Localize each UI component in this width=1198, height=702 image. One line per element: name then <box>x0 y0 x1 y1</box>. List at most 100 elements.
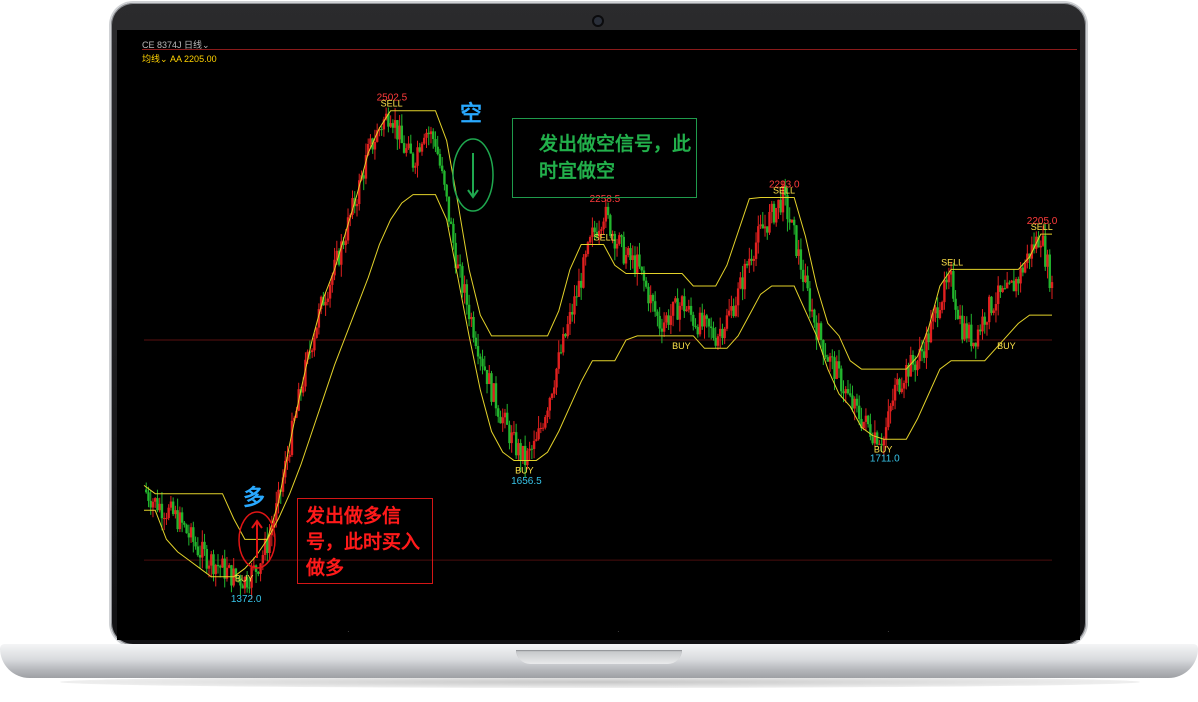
candle-body <box>445 184 448 197</box>
candle-body <box>636 254 639 274</box>
candle-body <box>1008 282 1011 284</box>
extreme-price-label: 2258.5 <box>590 194 621 205</box>
candle-body <box>461 266 464 293</box>
candle-body <box>212 554 215 575</box>
candle-body <box>1050 282 1054 289</box>
candle-body <box>999 285 1002 292</box>
candle-body <box>555 368 558 388</box>
candle-body <box>514 432 518 456</box>
candle-body <box>745 263 749 266</box>
candle-body <box>826 357 830 362</box>
candle-body <box>902 382 906 389</box>
x-tick-label: · <box>347 627 350 636</box>
candle-body <box>723 328 726 339</box>
candle-body <box>369 138 372 145</box>
candle-body <box>512 432 516 434</box>
candle-body <box>994 303 998 311</box>
candle-body <box>571 312 574 315</box>
candle-body <box>927 333 930 343</box>
candle-body <box>420 143 424 152</box>
candle-body <box>1017 278 1020 284</box>
candle-body <box>754 242 758 259</box>
candle-body <box>846 389 850 394</box>
candle-body <box>705 315 708 319</box>
candle-body <box>288 455 291 457</box>
candle-body <box>494 383 498 409</box>
candle-body <box>203 541 206 550</box>
candle-body <box>216 564 220 567</box>
candle-body <box>772 203 776 223</box>
candle-body <box>766 226 769 233</box>
candle-body <box>396 120 399 140</box>
candle-body <box>718 328 722 337</box>
candle-body <box>943 279 946 303</box>
candle-body <box>465 284 469 305</box>
candle-body <box>940 302 944 311</box>
candle-body <box>936 307 939 318</box>
candle-body <box>1012 280 1016 292</box>
camera-icon <box>594 17 602 25</box>
candle-body <box>763 226 767 229</box>
candle-body <box>954 298 957 310</box>
candle-body <box>400 125 404 144</box>
candle-body <box>727 310 731 316</box>
candle-body <box>983 316 986 325</box>
x-tick-label: · <box>617 627 620 636</box>
candle-body <box>615 243 619 249</box>
candle-body <box>698 312 702 335</box>
candle-body <box>931 313 935 322</box>
candle-body <box>965 323 969 339</box>
candle-body <box>624 254 628 264</box>
candle-body <box>676 298 679 320</box>
candle-body <box>918 348 921 362</box>
candle-body <box>447 196 451 222</box>
candle-body <box>985 322 989 325</box>
candle-body <box>508 424 511 444</box>
indicator-readout[interactable]: 均线⌄ AA 2205.00 <box>142 54 217 64</box>
candle-body <box>828 356 832 362</box>
candle-body <box>979 329 982 332</box>
candle-body <box>227 565 231 568</box>
candle-body <box>434 138 437 147</box>
candle-body <box>517 443 520 456</box>
candle-body <box>449 221 453 224</box>
candle-body <box>151 501 155 508</box>
candle-body <box>795 225 798 256</box>
candle-body <box>176 510 179 530</box>
extreme-price-label: 2205.0 <box>1027 216 1058 227</box>
candle-body <box>662 322 666 332</box>
candle-body <box>479 356 482 359</box>
candle-body <box>810 309 814 312</box>
candle-body <box>458 264 462 267</box>
candle-body <box>833 357 836 379</box>
candle-body <box>548 397 551 411</box>
symbol-period-selector[interactable]: CE 8374J 日线⌄ <box>142 40 210 50</box>
candle-body <box>559 352 563 354</box>
candle-body <box>530 448 534 450</box>
candle-body <box>790 219 794 223</box>
candle-body <box>259 563 262 574</box>
candle-body <box>582 257 585 288</box>
candle-body <box>898 379 901 393</box>
candle-body <box>887 411 890 428</box>
candlestick-chart[interactable]: 1372.0 2502.5 1656.5 2258.5 2293.0 1711.0 2205… <box>117 30 1080 640</box>
candle-body <box>167 507 170 519</box>
candle-body <box>784 185 787 196</box>
candle-body <box>331 275 334 285</box>
candle-body <box>743 263 747 290</box>
candle-body <box>405 148 408 153</box>
candle-body <box>436 146 439 155</box>
candle-body <box>223 558 226 579</box>
candle-body <box>851 395 854 409</box>
candle-body <box>362 175 365 179</box>
candle-body <box>692 314 695 326</box>
candle-body <box>714 337 717 346</box>
header-divider <box>142 49 1077 50</box>
candle-body <box>456 264 460 269</box>
candle-body <box>418 147 421 152</box>
short-signal-circle <box>452 138 494 212</box>
candle-body <box>958 315 962 319</box>
candle-body <box>801 269 805 282</box>
candle-body <box>687 305 690 310</box>
candle-body <box>891 400 895 406</box>
